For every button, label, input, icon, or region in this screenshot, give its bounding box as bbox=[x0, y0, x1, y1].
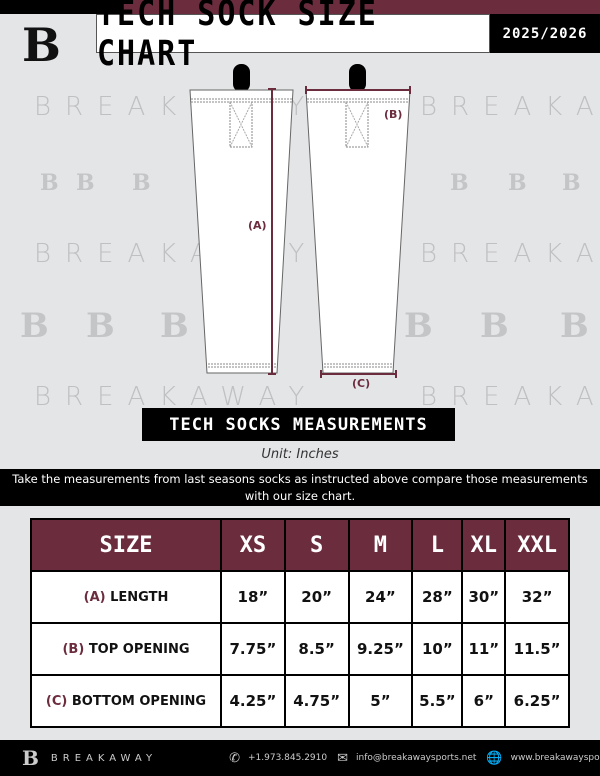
row-name: LENGTH bbox=[110, 589, 169, 605]
row-label: (A) LENGTH bbox=[30, 570, 222, 624]
cell: 5.5” bbox=[411, 674, 464, 728]
footer-website[interactable]: www.breakawaysports.net bbox=[510, 753, 600, 763]
cell: 28” bbox=[411, 570, 464, 624]
globe-icon: 🌐 bbox=[486, 750, 503, 766]
sock-diagram: (A) (B) (C) bbox=[189, 64, 411, 390]
header-s: S bbox=[283, 518, 350, 572]
cell: 8.5” bbox=[283, 622, 350, 676]
top-bar-maroon bbox=[120, 0, 600, 14]
watermark-text: BREAKAWAY bbox=[420, 382, 600, 412]
header-xxl: XXL bbox=[504, 518, 570, 572]
footer-email[interactable]: info@breakawaysports.net bbox=[356, 753, 477, 763]
footer-phone: +1.973.845.2910 bbox=[247, 753, 328, 763]
table-row: (C) BOTTOM OPENING 4.25” 4.75” 5” 5.5” 6… bbox=[30, 674, 570, 728]
sock-left bbox=[189, 64, 294, 375]
cell: 32” bbox=[504, 570, 570, 624]
cell: 11.5” bbox=[504, 622, 570, 676]
header-size: SIZE bbox=[30, 518, 222, 572]
row-name: TOP OPENING bbox=[88, 641, 190, 657]
cell: 4.75” bbox=[283, 674, 350, 728]
top-bar-black bbox=[0, 0, 120, 14]
unit-label: Unit: Inches bbox=[261, 447, 339, 462]
cell: 6.25” bbox=[504, 674, 570, 728]
row-name: BOTTOM OPENING bbox=[71, 693, 207, 709]
header-xl: XL bbox=[461, 518, 507, 572]
label-c: (C) bbox=[352, 377, 370, 390]
row-label: (C) BOTTOM OPENING bbox=[30, 674, 222, 728]
watermark-text: BREAKAWAY bbox=[420, 239, 600, 269]
watermark-logo: B bbox=[160, 306, 189, 346]
label-a: (A) bbox=[248, 219, 267, 232]
footer: B BREAKAWAY ✆ +1.973.845.2910 ✉ info@bre… bbox=[0, 740, 600, 776]
cell: 18” bbox=[220, 570, 286, 624]
cell: 30” bbox=[461, 570, 507, 624]
size-table: SIZE XS S M L XL XXL (A) LENGTH 18” 20” … bbox=[30, 518, 570, 728]
footer-logo: B bbox=[22, 746, 39, 770]
watermark-logo: B bbox=[132, 170, 151, 196]
sock-right bbox=[305, 64, 411, 378]
cell: 10” bbox=[411, 622, 464, 676]
row-code: (C) bbox=[45, 693, 68, 709]
watermark-logo: B bbox=[508, 170, 527, 196]
label-b: (B) bbox=[384, 108, 402, 121]
title-box: TECH SOCK SIZE CHART bbox=[96, 0, 490, 74]
header-m: M bbox=[347, 518, 414, 572]
watermark-logo: B bbox=[480, 306, 509, 346]
cell: 9.25” bbox=[347, 622, 414, 676]
watermark-logo: B bbox=[20, 306, 49, 346]
mail-icon: ✉ bbox=[337, 750, 349, 766]
cell: 20” bbox=[283, 570, 350, 624]
watermark-logo: B bbox=[562, 170, 581, 196]
watermark-logo: B bbox=[40, 170, 59, 196]
row-code: (A) bbox=[83, 589, 106, 605]
page-title: TECH SOCK SIZE CHART bbox=[97, 0, 378, 74]
watermark-text: BREAKAWAY bbox=[34, 382, 319, 412]
season-label: 2025/2026 bbox=[490, 14, 600, 53]
cell: 6” bbox=[461, 674, 507, 728]
row-code: (B) bbox=[62, 641, 85, 657]
section-title: TECH SOCKS MEASUREMENTS bbox=[142, 408, 455, 441]
cell: 4.25” bbox=[220, 674, 286, 728]
watermark-logo: B bbox=[76, 170, 95, 196]
watermark-logo: B bbox=[450, 170, 469, 196]
cell: 5” bbox=[347, 674, 414, 728]
table-header-row: SIZE XS S M L XL XXL bbox=[30, 518, 570, 572]
brand-logo: B bbox=[22, 18, 61, 72]
phone-icon: ✆ bbox=[229, 750, 240, 766]
cell: 11” bbox=[461, 622, 507, 676]
header-l: L bbox=[411, 518, 464, 572]
instructions: Take the measurements from last seasons … bbox=[0, 469, 600, 506]
watermark-logo: B bbox=[404, 306, 433, 346]
watermark-logo: B bbox=[560, 306, 589, 346]
cell: 24” bbox=[347, 570, 414, 624]
footer-brand: BREAKAWAY bbox=[50, 752, 158, 764]
table-row: (B) TOP OPENING 7.75” 8.5” 9.25” 10” 11”… bbox=[30, 622, 570, 676]
watermark-text: BREAKAWAY bbox=[420, 92, 600, 122]
cell: 7.75” bbox=[220, 622, 286, 676]
table-row: (A) LENGTH 18” 20” 24” 28” 30” 32” bbox=[30, 570, 570, 624]
watermark-logo: B bbox=[86, 306, 115, 346]
header-xs: XS bbox=[220, 518, 286, 572]
row-label: (B) TOP OPENING bbox=[30, 622, 222, 676]
